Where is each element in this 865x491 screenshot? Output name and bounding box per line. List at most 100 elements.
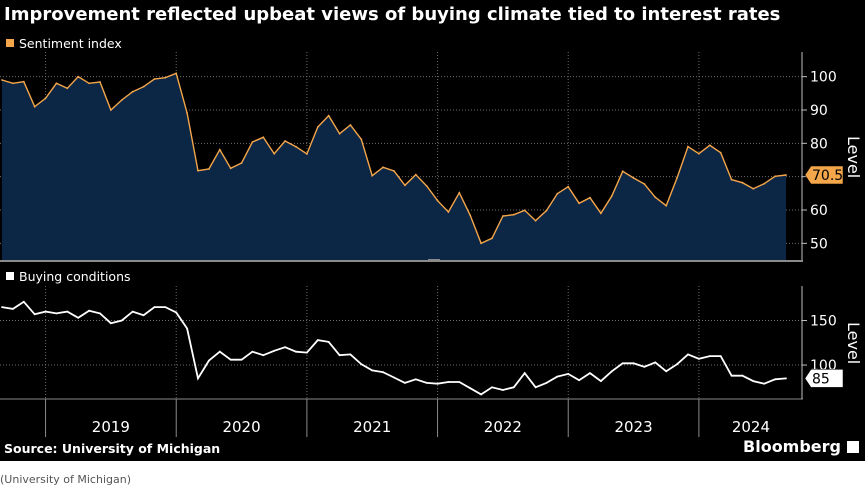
sentiment-point [99,81,101,83]
buying-point [218,350,221,353]
sentiment-point [567,185,570,188]
sentiment-last-value-box [804,165,844,185]
legend-swatch-sentiment [6,39,14,47]
sentiment-point [676,176,678,179]
buying-point [425,382,428,384]
sentiment-point [186,112,189,114]
buying-point [360,363,363,366]
sentiment-point [360,138,363,141]
buying-point [436,382,439,385]
buying-point [404,382,406,384]
sentiment-point [414,173,417,176]
top-y-tick-label: 80 [810,136,828,152]
sentiment-point [436,199,439,202]
sentiment-point [88,82,90,85]
buying-last-value-box [804,369,844,388]
sentiment-point [654,196,657,199]
buying-point [306,351,308,354]
chart-svg: 5060708090100100150LevelLevel70.585 2019… [0,52,863,437]
x-tick-label-2024: 2024 [732,418,770,436]
buying-point [229,358,232,361]
sentiment-point [66,87,69,90]
buying-point [534,386,537,389]
buying-point [1,306,3,308]
buying-point [251,350,254,353]
brand-logo: Bloomberg [743,437,859,456]
sentiment-point [1,79,3,81]
sentiment-point [480,242,482,245]
sentiment-point [197,169,199,172]
buying-point [349,353,352,356]
sentiment-point [730,178,733,181]
sentiment-point [708,144,711,147]
sentiment-point [469,214,472,217]
buying-point [589,372,591,374]
chart-frame: Improvement reflected upbeat views of bu… [0,0,865,461]
buying-point [175,311,178,314]
buying-point [393,376,395,379]
sentiment-point [273,152,276,155]
buying-point [99,312,101,315]
sentiment-point [33,105,36,108]
source-note: Source: University of Michigan [4,441,221,456]
x-tick-label-2023: 2023 [614,418,652,436]
sentiment-point [534,219,537,222]
legend-label-buying: Buying conditions [19,269,131,284]
sentiment-point [425,185,428,187]
buying-point [708,355,711,357]
buying-last-value-text: 85 [812,371,830,387]
buying-point [676,363,678,366]
buying-point [55,312,58,315]
buying-point [66,310,69,313]
buying-point [22,300,25,303]
top-y-tick-label: 100 [810,70,837,86]
sentiment-point [491,237,493,240]
sentiment-point [251,141,254,143]
sentiment-point [208,168,210,170]
buying-point [654,361,657,364]
sentiment-point [621,170,624,173]
buying-point [556,375,559,378]
sentiment-point [142,85,145,88]
sentiment-point [327,114,330,117]
buying-point [774,378,776,381]
sentiment-point [698,152,700,155]
buying-point [469,387,472,390]
buying-point [295,350,297,353]
image-caption: (University of Michigan) [0,473,131,486]
x-tick-label-2021: 2021 [353,418,391,436]
buying-point [698,357,700,360]
buying-point [44,310,47,313]
sentiment-point [502,215,504,217]
buying-point [197,377,199,380]
sentiment-point [447,211,450,213]
buying-point [480,393,482,396]
buying-point [545,382,548,384]
legend-swatch-buying [6,272,14,280]
legend-label-sentiment: Sentiment index [19,36,122,51]
buying-point [164,306,167,308]
buying-point [502,389,504,391]
sentiment-point [131,90,134,93]
sentiment-point [262,136,265,139]
sentiment-point [404,184,406,187]
top-y-axis-title: Level [844,136,863,178]
buying-point [730,374,733,377]
buying-point [338,354,341,357]
sentiment-point [610,195,613,197]
sentiment-point [785,174,787,176]
legend-sentiment: Sentiment index [6,36,122,51]
buying-point [643,365,646,368]
buying-point [719,355,722,357]
bloomberg-terminal-icon [847,441,859,453]
buying-point [600,380,602,382]
sentiment-point [556,192,559,195]
sentiment-point [284,140,286,142]
buying-point [621,362,624,365]
sentiment-point [295,145,297,148]
buying-point [491,386,493,389]
buying-point [665,370,668,373]
sentiment-point [77,75,80,78]
buying-point [371,369,374,372]
sentiment-point [687,145,689,148]
